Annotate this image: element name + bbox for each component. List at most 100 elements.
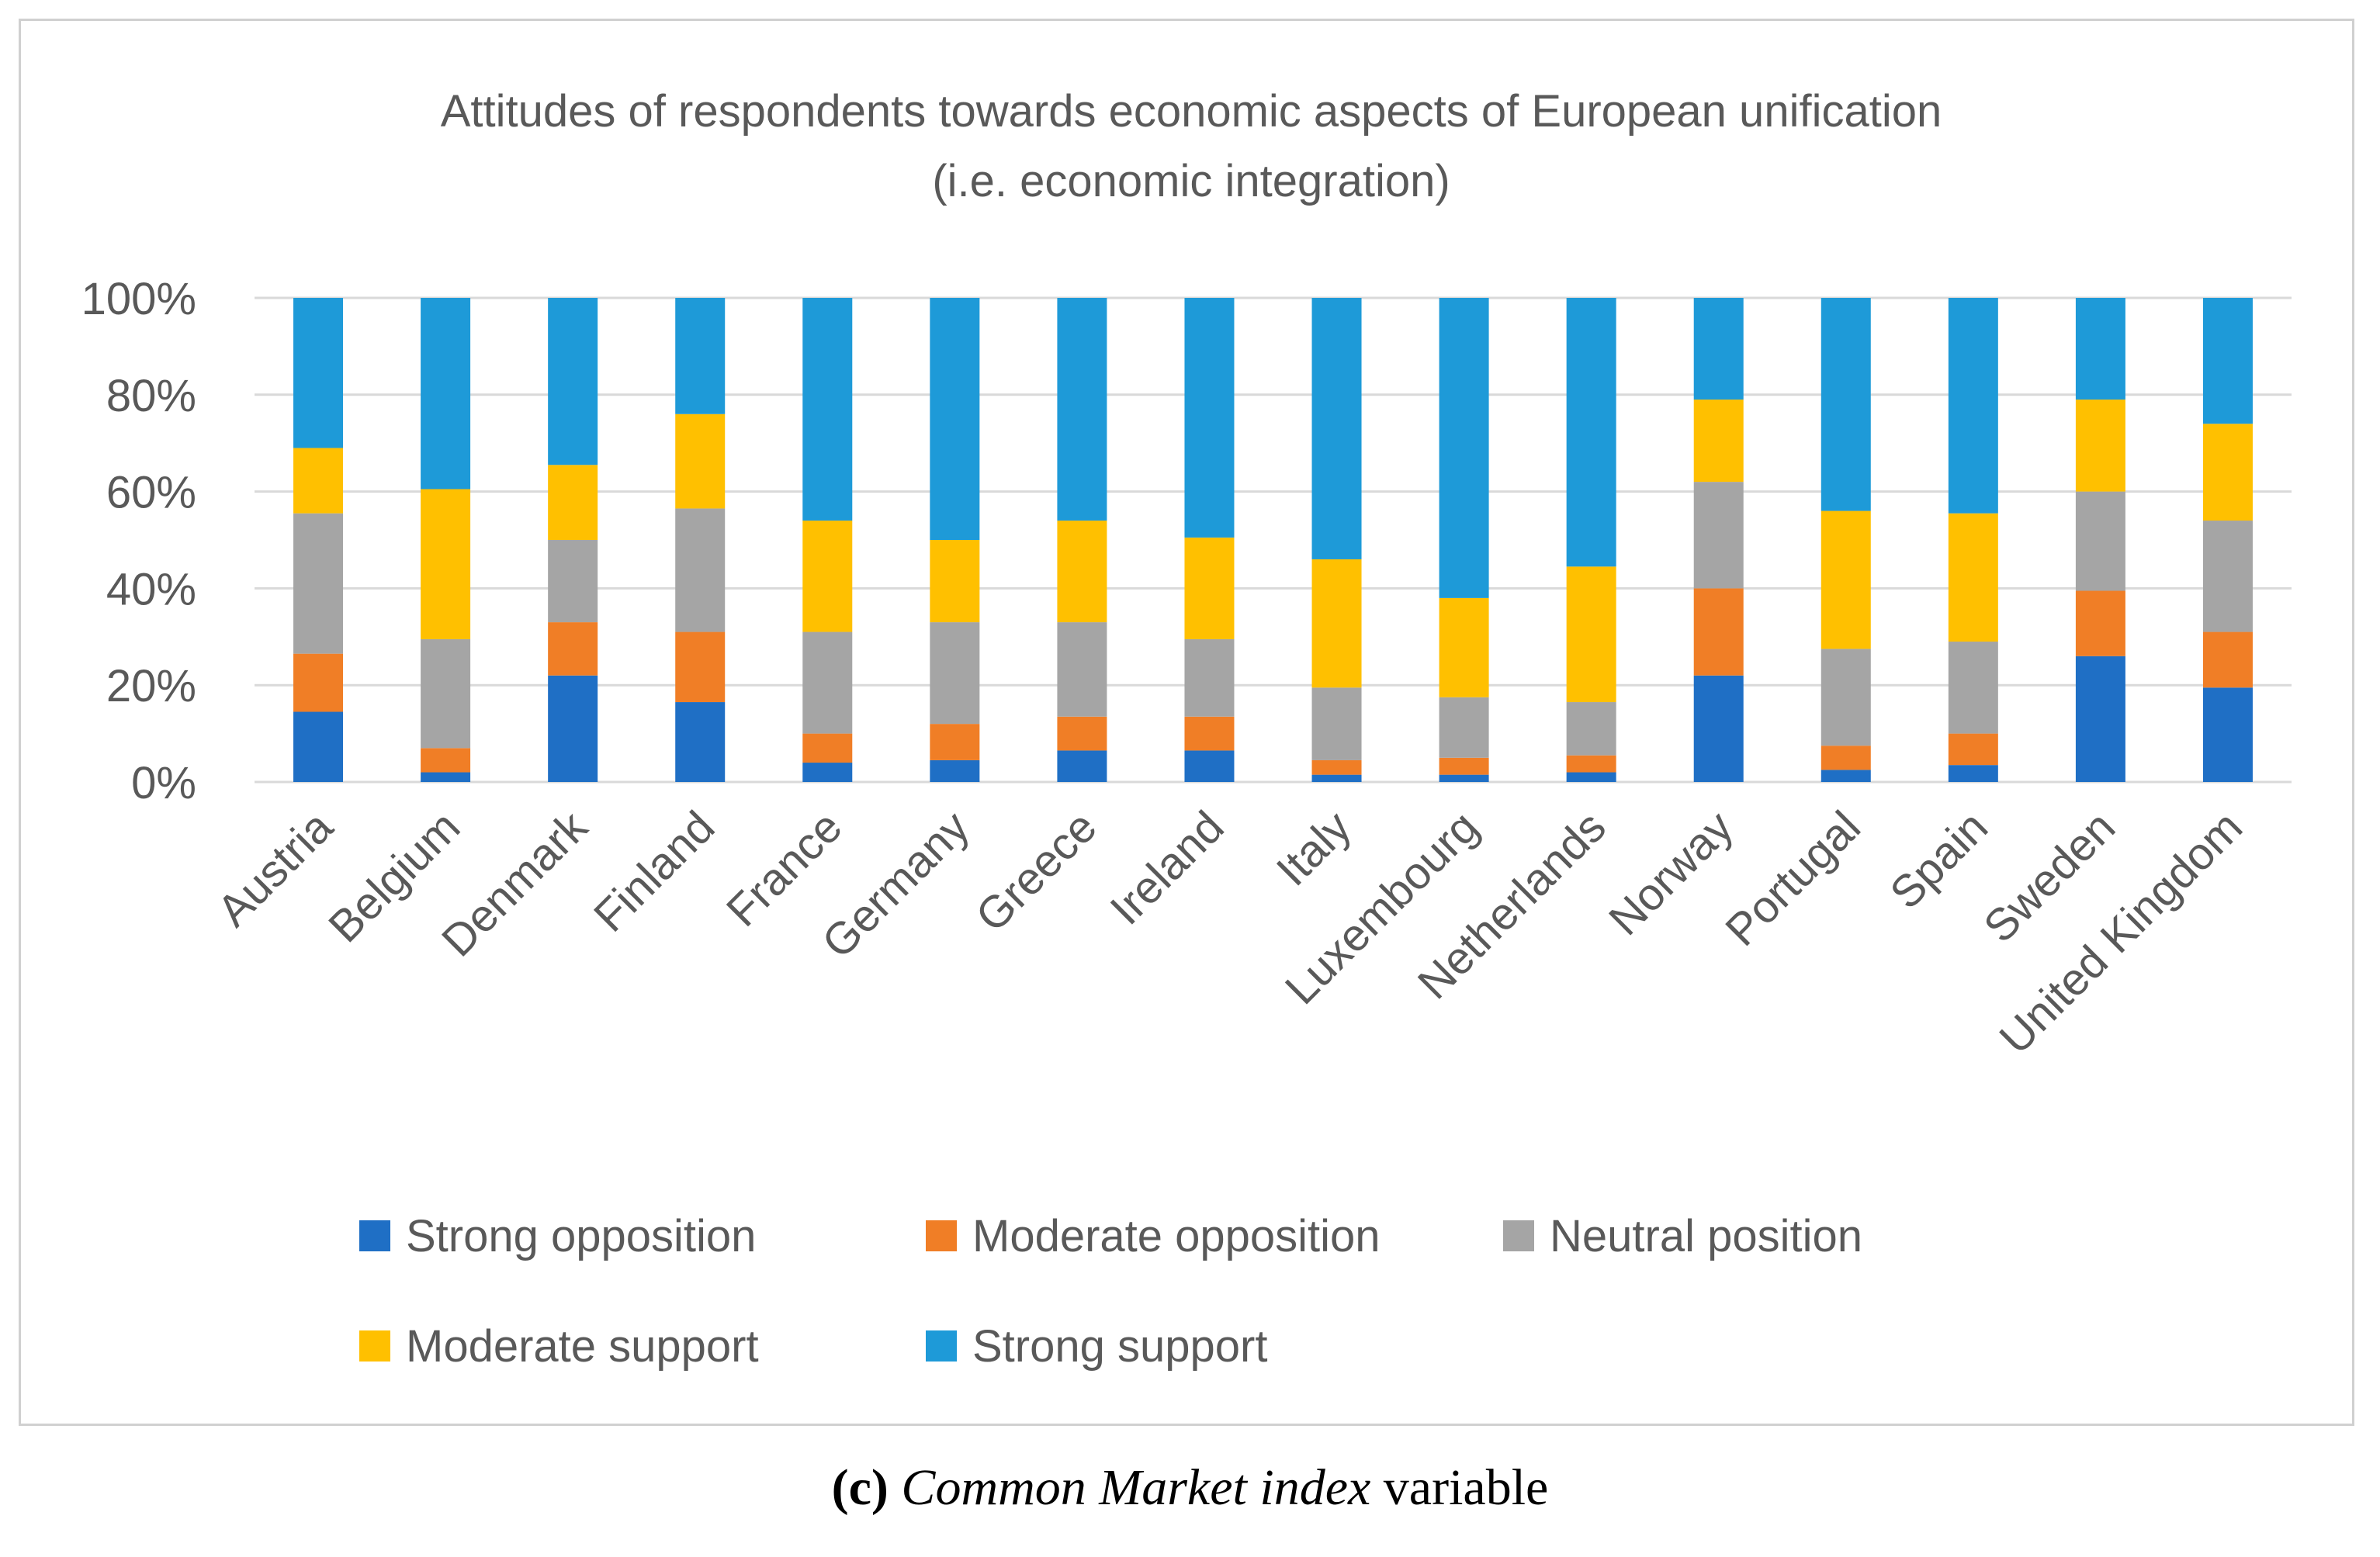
legend: Strong opposition Moderate opposition Neut… <box>359 1211 1862 1372</box>
bar-segment <box>675 298 726 414</box>
bar-segment <box>1948 298 1998 514</box>
caption-letter: (c) <box>831 1459 889 1516</box>
bar-segment <box>1693 298 1744 400</box>
legend-label: Moderate support <box>406 1321 759 1372</box>
bar-segment <box>2075 400 2125 492</box>
chart-svg: Attitudes of respondents towards economi… <box>81 86 2292 1372</box>
bar-segment <box>1057 298 1107 521</box>
bars <box>293 298 2253 782</box>
bar-segment <box>1057 622 1107 717</box>
bar-segment <box>1948 513 1998 642</box>
legend-label: Strong opposition <box>406 1211 756 1261</box>
bar-segment <box>1948 642 1998 734</box>
bar-segment <box>548 298 598 465</box>
legend-swatch <box>359 1330 390 1362</box>
bar-segment <box>2202 687 2253 782</box>
bar-segment <box>675 631 726 703</box>
bar-segment <box>421 748 471 773</box>
bar-segment <box>421 489 471 639</box>
bar-segment <box>1311 298 1362 559</box>
y-tick-label: 60% <box>106 468 196 518</box>
legend-swatch <box>926 1220 957 1251</box>
bar-segment <box>1566 702 1616 756</box>
bar-segment <box>675 702 726 782</box>
bar-segment <box>1693 675 1744 782</box>
y-tick-label: 40% <box>106 564 196 614</box>
bar-segment <box>1566 566 1616 703</box>
x-tick-label: Spain <box>1880 801 1997 919</box>
y-tick-label: 0% <box>131 758 196 808</box>
x-tick-label: Finland <box>584 801 724 941</box>
bar-segment <box>548 622 598 676</box>
bar-segment <box>2202 424 2253 521</box>
bar-segment <box>802 763 853 782</box>
bar-segment <box>421 298 471 490</box>
bar-segment <box>293 711 344 782</box>
legend-label: Neutral position <box>1550 1211 1862 1261</box>
bar-segment <box>1821 510 1871 649</box>
y-axis-ticks: 0% 20% 40% 60% 80% 100% <box>81 274 196 808</box>
y-tick-label: 80% <box>106 371 196 421</box>
y-tick-label: 100% <box>81 274 196 324</box>
bar-segment <box>1439 697 1489 758</box>
bar-segment <box>1439 298 1489 598</box>
bar-segment <box>2202 631 2253 688</box>
bar-segment <box>1057 716 1107 751</box>
figure-caption: (c) Common Market index variable <box>0 1458 2380 1517</box>
bar-segment <box>1184 750 1235 782</box>
bar-segment <box>1439 597 1489 697</box>
bar-segment <box>421 772 471 782</box>
caption-italic: Common Market index <box>901 1459 1371 1516</box>
bar-segment <box>1693 482 1744 589</box>
x-axis-ticks: AustriaBelgiumDenmarkFinlandFranceGerman… <box>208 801 2253 1064</box>
legend-label: Moderate opposition <box>972 1211 1381 1261</box>
bar-segment <box>675 508 726 632</box>
legend-swatch <box>359 1220 390 1251</box>
bar-segment <box>1948 733 1998 766</box>
bar-segment <box>548 540 598 623</box>
bar-segment <box>1566 755 1616 773</box>
chart-frame: Attitudes of respondents towards economi… <box>19 19 2354 1426</box>
bar-segment <box>2075 590 2125 656</box>
x-tick-label: Ireland <box>1100 801 1233 934</box>
caption-rest: variable <box>1370 1459 1549 1516</box>
bar-segment <box>1821 746 1871 770</box>
bar-segment <box>1311 759 1362 775</box>
bar-segment <box>2075 298 2125 400</box>
bar-segment <box>2202 298 2253 424</box>
bar-segment <box>1311 559 1362 688</box>
bar-segment <box>930 540 980 623</box>
bar-segment <box>802 521 853 632</box>
bar-segment <box>802 631 853 734</box>
bar-segment <box>930 298 980 540</box>
bar-segment <box>1566 298 1616 567</box>
bar-segment <box>1693 400 1744 483</box>
bar-segment <box>293 298 344 448</box>
bar-segment <box>1693 588 1744 676</box>
bar-segment <box>548 465 598 540</box>
bar-segment <box>930 724 980 760</box>
bar-segment <box>930 622 980 725</box>
bar-segment <box>802 298 853 521</box>
bar-segment <box>1439 774 1489 782</box>
chart-title-line: (i.e. economic integration) <box>932 156 1450 206</box>
bar-segment <box>1184 716 1235 751</box>
legend-swatch <box>1503 1220 1534 1251</box>
x-tick-label: Greece <box>966 801 1106 941</box>
bar-segment <box>421 638 471 749</box>
legend-label: Strong support <box>972 1321 1267 1372</box>
bar-segment <box>1184 298 1235 538</box>
bar-segment <box>1821 770 1871 782</box>
bar-segment <box>1439 757 1489 775</box>
bar-segment <box>1566 772 1616 782</box>
bar-segment <box>2075 656 2125 782</box>
x-tick-label: Italy <box>1267 801 1361 895</box>
legend-swatch <box>926 1330 957 1362</box>
bar-segment <box>1821 298 1871 511</box>
bar-segment <box>293 653 344 712</box>
bar-segment <box>2075 491 2125 591</box>
bar-segment <box>1311 774 1362 782</box>
x-tick-label: Portugal <box>1716 801 1870 956</box>
bar-segment <box>1948 765 1998 782</box>
bar-segment <box>1821 649 1871 746</box>
